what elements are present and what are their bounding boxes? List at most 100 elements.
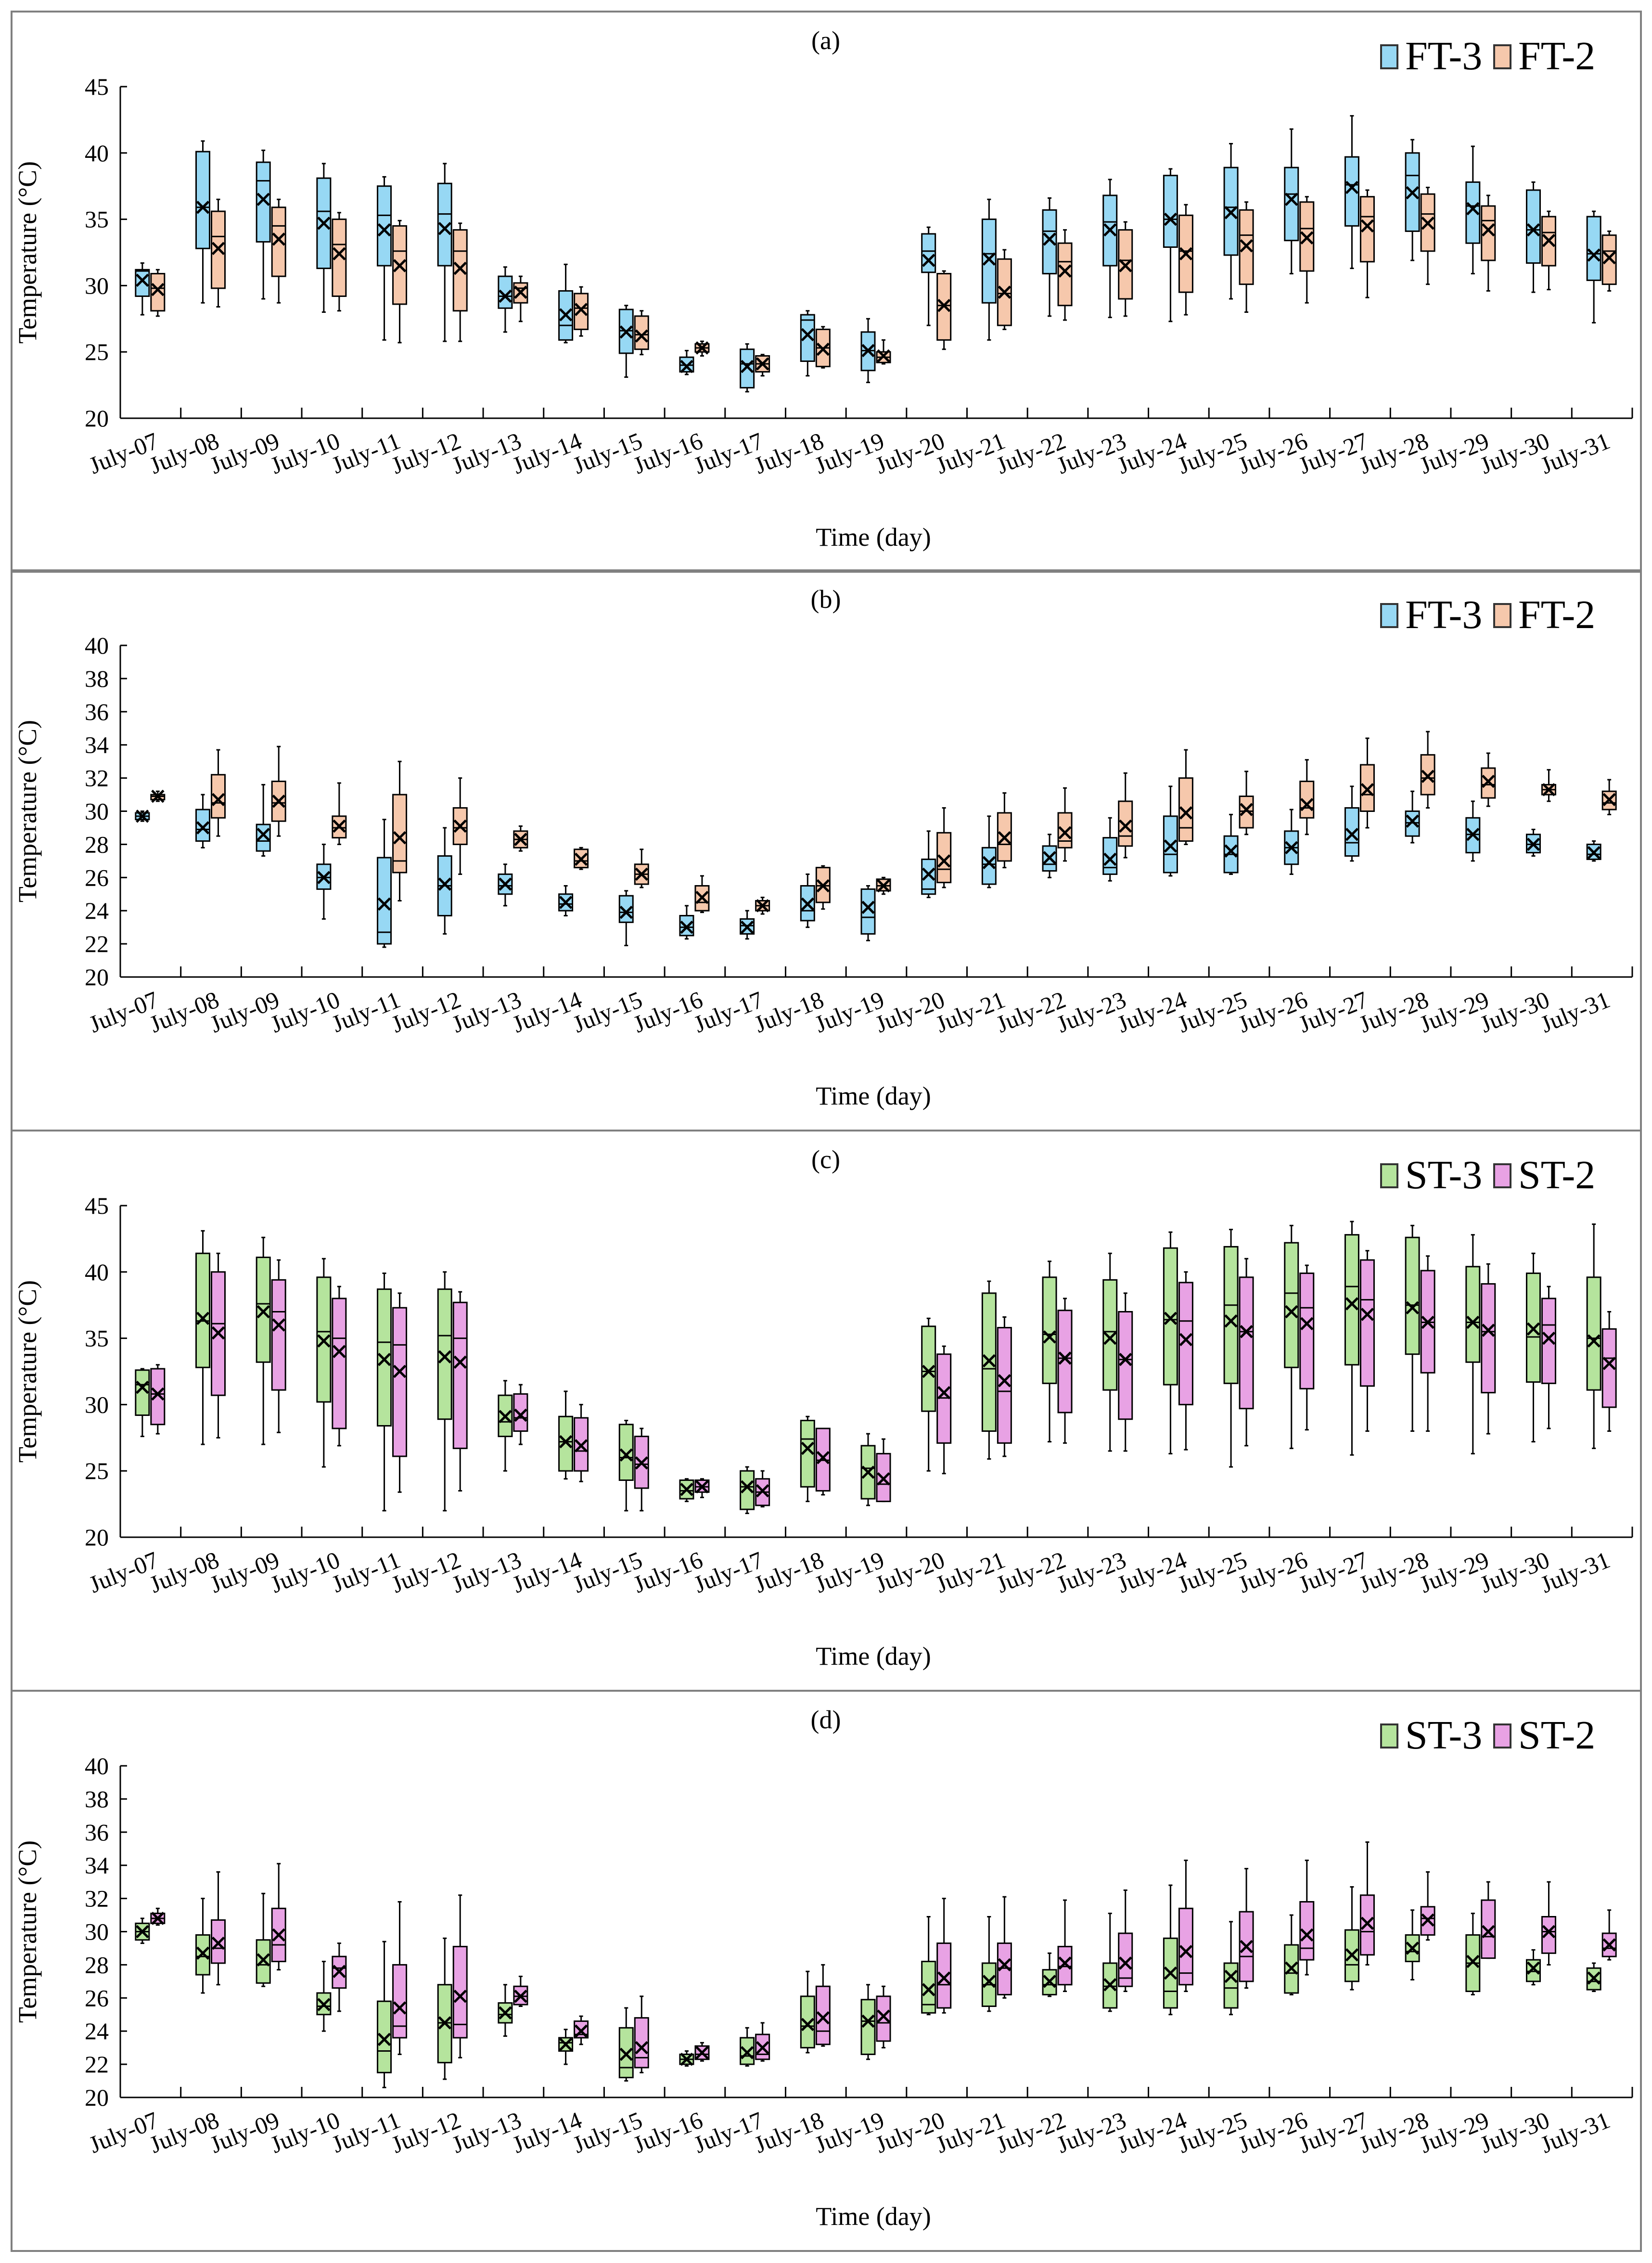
mean-marker (1542, 1925, 1556, 1939)
mean-marker (877, 1472, 890, 1486)
mean-marker (740, 1480, 754, 1494)
mean-marker (1360, 219, 1374, 233)
mean-marker (151, 1912, 165, 1925)
mean-marker (559, 1435, 573, 1449)
box-st-3-july-11 (377, 1941, 392, 2088)
box-st-2-july-21 (997, 1316, 1012, 1457)
box-st-3-july-11 (377, 1273, 392, 1512)
box-ft-2-july-14 (574, 847, 589, 870)
mean-marker (998, 1374, 1012, 1388)
iqr-box (1586, 216, 1601, 281)
mean-marker (1542, 233, 1556, 247)
mean-marker (1466, 1315, 1480, 1329)
mean-marker (151, 1387, 165, 1401)
mean-marker (453, 819, 467, 833)
mean-marker (1224, 1969, 1238, 1983)
mean-marker (1043, 1975, 1056, 1988)
y-tick-label: 32 (85, 1885, 109, 1912)
box-ft-2-july-08 (211, 749, 226, 837)
mean-marker (393, 831, 407, 845)
box-ft-3-july-26 (1284, 809, 1299, 875)
y-tick-label: 20 (85, 405, 109, 432)
mean-marker (317, 1334, 331, 1348)
iqr-box (1042, 209, 1057, 275)
mean-marker (937, 854, 951, 868)
box-ft-2-july-11 (392, 760, 408, 902)
panel-b: (b)2022242628303234363840July-07July-08J… (11, 569, 1642, 1132)
box-st-3-july-24 (1163, 1231, 1178, 1454)
mean-marker (1103, 1978, 1117, 1992)
mean-marker (333, 247, 346, 261)
iqr-box (936, 1942, 952, 2009)
box-st-2-july-17 (755, 1470, 770, 1508)
panel-frame (11, 11, 1642, 573)
mean-marker (1526, 1961, 1540, 1975)
iqr-box (618, 2027, 634, 2079)
mean-marker (922, 867, 935, 881)
box-st-2-july-21 (997, 1896, 1012, 1999)
mean-marker (136, 1380, 149, 1394)
box-ft-2-july-18 (815, 326, 831, 369)
mean-marker (1240, 803, 1253, 816)
box-ft-3-july-16 (679, 349, 694, 375)
box-ft-2-july-20 (936, 270, 952, 350)
mean-marker (151, 283, 165, 296)
box-st-3-july-22 (1042, 1952, 1057, 1997)
box-ft-3-july-28 (1405, 790, 1420, 844)
mean-marker (453, 261, 467, 275)
iqr-box (1057, 812, 1073, 849)
mean-marker (635, 2041, 649, 2055)
box-st-3-july-29 (1465, 1913, 1481, 1995)
iqr-box (1223, 1962, 1239, 2009)
iqr-box (1239, 1276, 1254, 1410)
box-ft-3-july-27 (1344, 115, 1359, 270)
box-st-2-july-18 (815, 1964, 831, 2047)
mean-marker (680, 1483, 693, 1496)
box-st-2-july-12 (452, 1291, 468, 1492)
box-st-2-july-27 (1359, 1841, 1375, 1966)
iqr-box (452, 1301, 468, 1449)
box-ft-2-july-28 (1420, 186, 1435, 285)
box-ft-3-july-12 (437, 163, 452, 342)
box-st-3-july-07 (135, 1917, 150, 1944)
mean-marker (695, 2046, 709, 2059)
legend-label-ft-3: FT-3 (1405, 592, 1482, 637)
mean-marker (695, 890, 709, 904)
y-axis-label: Temperature (°C) (13, 1840, 42, 2023)
mean-marker (1103, 852, 1117, 866)
iqr-box (271, 1279, 286, 1391)
mean-marker (1482, 1324, 1495, 1337)
iqr-box (150, 273, 166, 312)
box-ft-2-july-30 (1541, 210, 1556, 291)
mean-marker (1284, 1961, 1298, 1975)
box-st-3-july-28 (1405, 1224, 1420, 1432)
iqr-box (1481, 1283, 1496, 1394)
iqr-box (1057, 1946, 1073, 1986)
mean-marker (1240, 239, 1253, 253)
mean-marker (1284, 841, 1298, 855)
box-st-2-july-07 (150, 1364, 166, 1435)
iqr-box (1163, 1247, 1178, 1386)
iqr-box (1601, 234, 1617, 285)
y-tick-label: 45 (85, 73, 109, 100)
mean-marker (937, 1386, 951, 1400)
x-axis-label: Time (day) (816, 1642, 931, 1671)
iqr-box (1299, 1273, 1315, 1389)
box-st-2-july-29 (1481, 1263, 1496, 1435)
box-ft-3-july-10 (316, 163, 332, 313)
box-ft-2-july-12 (452, 777, 468, 875)
box-st-3-july-08 (195, 1898, 211, 1994)
box-st-3-july-28 (1405, 1909, 1420, 1980)
box-ft-3-july-09 (256, 149, 271, 300)
mean-marker (619, 2047, 633, 2061)
iqr-box (195, 809, 211, 842)
panel-frame (11, 1690, 1642, 2252)
legend-swatch-st-2 (1493, 1163, 1511, 1188)
mean-marker (816, 879, 830, 893)
mean-marker (1526, 837, 1540, 851)
mean-marker (801, 897, 815, 911)
mean-marker (1179, 806, 1193, 820)
mean-marker (1300, 797, 1314, 811)
mean-marker (514, 285, 527, 299)
